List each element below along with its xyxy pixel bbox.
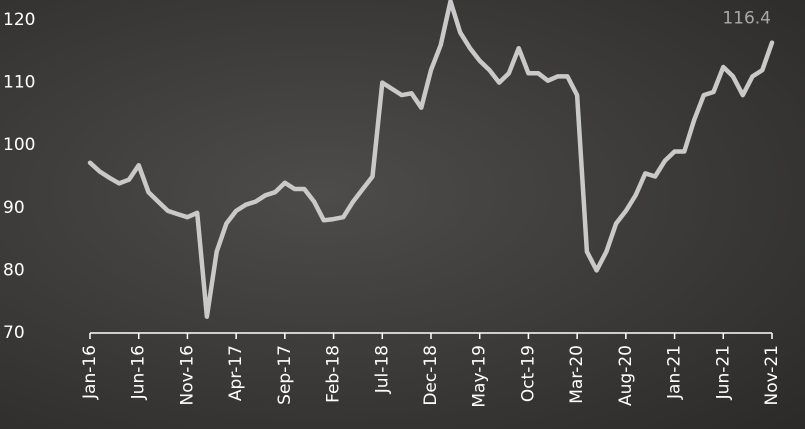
x-tick-label: Nov-21	[762, 345, 782, 406]
y-tick-label: 120	[3, 10, 35, 30]
x-tick-label: Jul-18	[372, 345, 392, 394]
chart: 70 80 90 100 110 120 Jan-16 Jun-16 Nov-16 Apr-17 S…	[0, 0, 805, 429]
x-tick-label: Sep-17	[275, 345, 295, 405]
x-tick-label: Dec-18	[421, 345, 441, 406]
x-tick-label: Jun-21	[713, 345, 733, 400]
x-tick-label: Oct-19	[518, 345, 538, 402]
x-tick-label: Jan-21	[665, 345, 685, 400]
y-tick-label: 110	[3, 73, 35, 93]
x-tick-label: Jan-16	[80, 345, 100, 400]
y-tick-label: 100	[3, 135, 35, 155]
y-tick-label: 80	[3, 260, 25, 280]
x-tick-label: Apr-17	[226, 345, 246, 401]
x-tick-label: Nov-16	[177, 345, 197, 406]
series-line	[90, 1, 772, 316]
y-tick-label: 70	[3, 323, 25, 343]
x-tick-label: Mar-20	[567, 345, 587, 404]
end-value-label: 116.4	[722, 9, 771, 29]
y-tick-label: 90	[3, 198, 25, 218]
x-tick-label: Feb-18	[324, 345, 344, 403]
x-tick-label: May-19	[470, 345, 490, 408]
x-tick-label: Jun-16	[129, 345, 149, 400]
x-tick-label: Aug-20	[616, 345, 636, 406]
